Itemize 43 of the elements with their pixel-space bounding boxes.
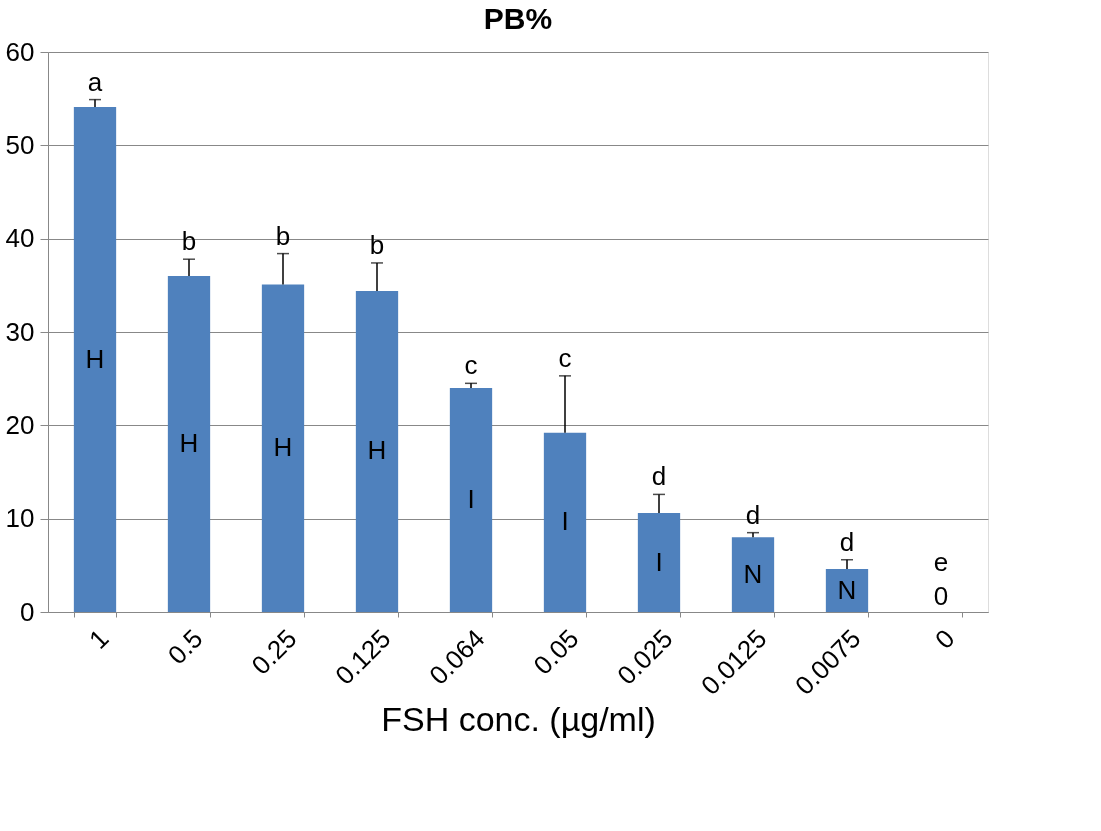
bar <box>731 537 775 612</box>
x-tick-label: 1 <box>83 623 115 655</box>
annotation: N <box>837 574 857 605</box>
annotation: d <box>839 526 855 557</box>
x-tick-label: 0.25 <box>245 623 303 681</box>
y-tick-label: 30 <box>5 316 35 347</box>
annotation: I <box>655 546 663 577</box>
annotation: b <box>275 220 291 251</box>
annotation: H <box>367 435 387 466</box>
bar <box>73 107 117 612</box>
bar <box>825 569 869 612</box>
annotation: N <box>743 558 763 589</box>
chart-title: PB% <box>483 2 553 35</box>
annotation: a <box>87 66 103 97</box>
x-tick-label: 0.05 <box>527 623 585 681</box>
bar <box>449 388 493 612</box>
annotation: d <box>745 499 761 530</box>
bar <box>261 284 305 612</box>
bar <box>167 276 211 612</box>
x-tick-label: 0.5 <box>161 623 209 671</box>
annotation: H <box>273 432 293 463</box>
annotation: c <box>464 350 478 381</box>
annotation: c <box>558 342 572 373</box>
annotation: e <box>933 547 949 577</box>
y-tick-label: 50 <box>5 129 35 160</box>
annotation: I <box>467 484 475 514</box>
x-tick-label: 0 <box>929 623 961 655</box>
bar <box>637 513 681 612</box>
annotation: b <box>369 229 385 260</box>
annotation: b <box>181 226 197 257</box>
annotation: H <box>85 343 105 374</box>
y-tick-label: 40 <box>5 223 35 254</box>
y-tick-label: 60 <box>5 36 35 67</box>
bar <box>543 432 587 612</box>
annotation: I <box>561 506 569 537</box>
annotation: d <box>651 461 667 492</box>
y-tick-label: 0 <box>20 596 35 627</box>
annotation: 0 <box>933 581 949 611</box>
y-tick-label: 10 <box>5 503 35 534</box>
annotation: H <box>179 428 199 458</box>
y-tick-label: 20 <box>5 409 35 440</box>
bar <box>355 290 399 612</box>
x-axis-title: FSH conc. (µg/ml) <box>381 700 656 739</box>
